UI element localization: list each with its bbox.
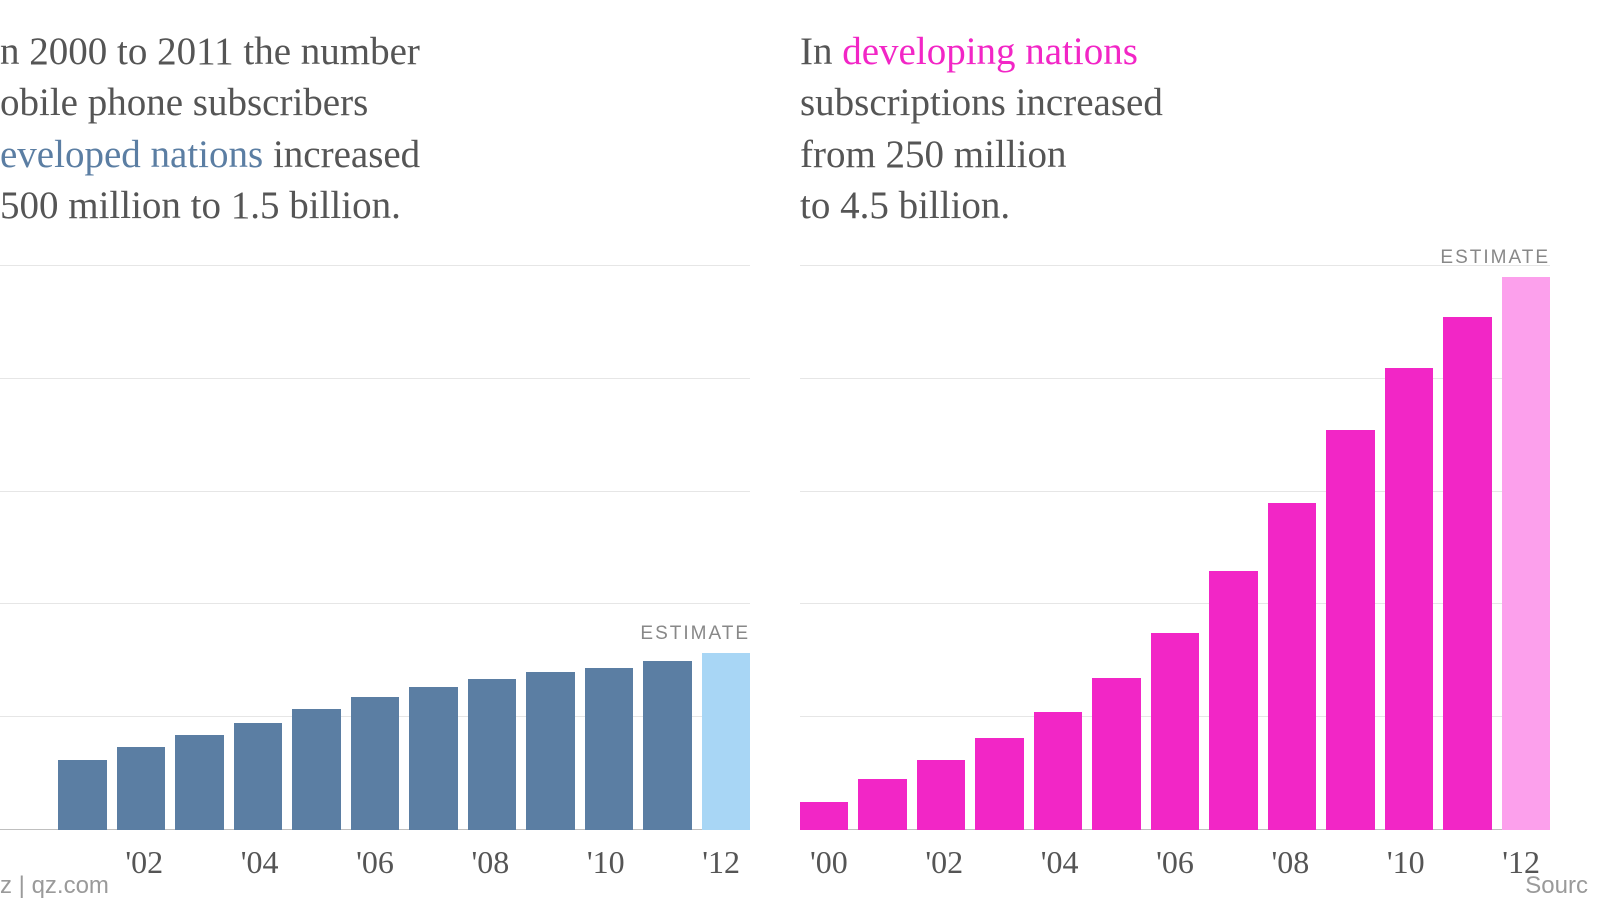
bar bbox=[117, 747, 165, 830]
bar bbox=[1268, 503, 1316, 830]
xaxis-tick bbox=[635, 844, 693, 890]
panel-developed: n 2000 to 2011 the numberobile phone sub… bbox=[0, 0, 800, 900]
xaxis-tick: '02 bbox=[915, 844, 973, 890]
xaxis-tick: '12 bbox=[692, 844, 750, 890]
bar bbox=[643, 661, 691, 830]
bar bbox=[1385, 368, 1433, 830]
bars bbox=[0, 266, 750, 830]
xaxis-tick: '04 bbox=[231, 844, 289, 890]
xaxis-tick: '04 bbox=[1031, 844, 1089, 890]
bar bbox=[1209, 571, 1257, 830]
caption-developing: In developing nations subscriptions incre… bbox=[800, 26, 1540, 256]
bar bbox=[1443, 317, 1491, 830]
plot-developing: ESTIMATE bbox=[800, 266, 1550, 830]
footer-left: z | qz.com bbox=[0, 872, 109, 900]
bar bbox=[800, 802, 848, 830]
bar bbox=[468, 679, 516, 830]
bar bbox=[526, 672, 574, 830]
xaxis-tick: '10 bbox=[577, 844, 635, 890]
xaxis-tick bbox=[404, 844, 462, 890]
bars bbox=[800, 266, 1550, 830]
bar-estimate bbox=[1502, 277, 1550, 830]
footer-right: Sourc bbox=[1525, 872, 1588, 900]
plot-developed: ESTIMATE bbox=[0, 266, 750, 830]
caption-highlight-developing: developing nations bbox=[842, 30, 1138, 73]
xaxis-tick: '06 bbox=[346, 844, 404, 890]
bar bbox=[58, 760, 106, 830]
xaxis-tick: '06 bbox=[1146, 844, 1204, 890]
bar bbox=[917, 760, 965, 830]
bar bbox=[234, 723, 282, 830]
xaxis-tick bbox=[1435, 844, 1493, 890]
xaxis-tick bbox=[1204, 844, 1262, 890]
bar bbox=[1151, 633, 1199, 830]
xaxis-tick bbox=[288, 844, 346, 890]
xaxis-tick: '08 bbox=[462, 844, 520, 890]
bar bbox=[585, 668, 633, 830]
xaxis-developed: '02'04'06'08'10'12 bbox=[0, 836, 750, 882]
caption-post: subscriptions increasedfrom 250 milliont… bbox=[800, 81, 1163, 227]
xaxis-tick bbox=[173, 844, 231, 890]
bar bbox=[175, 735, 223, 830]
bar bbox=[858, 779, 906, 830]
xaxis-tick: '08 bbox=[1262, 844, 1320, 890]
bar bbox=[975, 738, 1023, 830]
xaxis-developing: '00'02'04'06'08'10'12 bbox=[800, 836, 1550, 882]
chart-developing: ESTIMATE '00'02'04'06'08'10'12 bbox=[800, 266, 1580, 900]
bar bbox=[1092, 678, 1140, 830]
xaxis-tick: '00 bbox=[800, 844, 858, 890]
caption-highlight-developed: eveloped nations bbox=[0, 133, 263, 176]
xaxis-tick: '10 bbox=[1377, 844, 1435, 890]
caption-pre: n 2000 to 2011 the numberobile phone sub… bbox=[0, 30, 420, 124]
caption-developed: n 2000 to 2011 the numberobile phone sub… bbox=[0, 26, 740, 256]
bar-estimate bbox=[702, 653, 750, 830]
xaxis-tick bbox=[858, 844, 916, 890]
bar bbox=[1034, 712, 1082, 830]
xaxis-tick bbox=[1088, 844, 1146, 890]
bar bbox=[409, 687, 457, 830]
estimate-label: ESTIMATE bbox=[640, 623, 750, 645]
panels: n 2000 to 2011 the numberobile phone sub… bbox=[0, 0, 1600, 900]
bar bbox=[351, 697, 399, 830]
bar bbox=[1326, 430, 1374, 830]
xaxis-tick bbox=[973, 844, 1031, 890]
xaxis-tick: '02 bbox=[115, 844, 173, 890]
estimate-label: ESTIMATE bbox=[1440, 247, 1550, 269]
chart-developed: ESTIMATE '02'04'06'08'10'12 bbox=[0, 266, 780, 900]
xaxis-tick bbox=[519, 844, 577, 890]
xaxis-tick bbox=[1319, 844, 1377, 890]
caption-pre: In bbox=[800, 30, 842, 73]
bar bbox=[292, 709, 340, 830]
panel-developing: In developing nations subscriptions incre… bbox=[800, 0, 1600, 900]
